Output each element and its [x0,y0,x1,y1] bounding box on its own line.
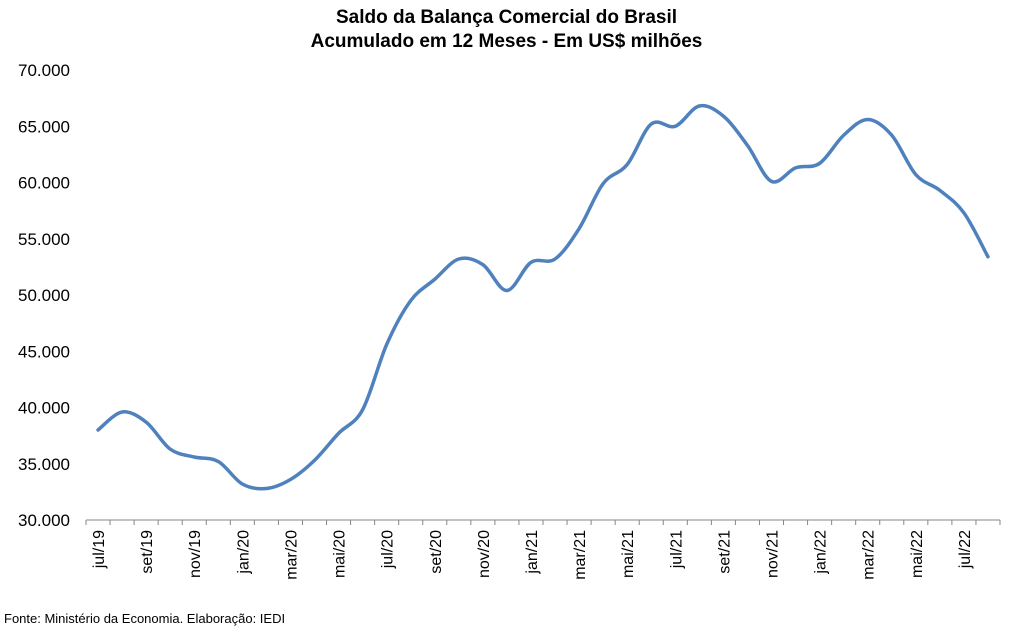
x-tick-label: mai/20 [332,530,349,578]
y-tick-label: 40.000 [18,399,70,418]
x-tick-label: jul/21 [668,530,685,569]
x-tick-label: mai/22 [909,530,926,578]
chart-title-block: Saldo da Balança Comercial do Brasil Acu… [0,6,1013,54]
y-tick-label: 65.000 [18,117,70,136]
x-tick-label: nov/21 [765,530,782,578]
x-axis-tick-labels: jul/19 set/19 nov/19 jan/20 mar/20 mai/20 jul/… [91,530,974,580]
y-tick-label: 70.000 [18,61,70,80]
x-tick-label: jul/19 [91,530,108,569]
x-tick-label: mar/20 [283,530,300,580]
x-tick-label: nov/20 [476,530,493,578]
x-tick-label: mai/21 [620,530,637,578]
y-tick-label: 50.000 [18,286,70,305]
x-tick-label: set/19 [139,530,156,574]
y-axis-tick-labels: 30.000 35.000 40.000 45.000 50.000 55.000 60.0… [18,61,70,530]
x-tick-label: jan/20 [235,530,252,575]
x-tick-label: mar/22 [861,530,878,580]
series-group [96,103,990,491]
x-tick-label: jan/22 [813,530,830,575]
x-tick-label: jul/22 [957,530,974,569]
x-tick-label: nov/19 [187,530,204,578]
x-axis [85,519,1001,525]
x-tick-label: set/21 [716,530,733,574]
y-tick-label: 60.000 [18,174,70,193]
chart-subtitle: Acumulado em 12 Meses - Em US$ milhões [310,31,703,52]
y-tick-label: 35.000 [18,455,70,474]
chart-source-note: Fonte: Ministério da Economia. Elaboraçã… [4,611,286,626]
y-tick-label: 45.000 [18,342,70,361]
x-tick-label: jan/21 [524,530,541,575]
series-line [96,103,990,491]
x-tick-label: mar/21 [572,530,589,580]
x-tick-label: set/20 [428,530,445,574]
y-tick-label: 30.000 [18,511,70,530]
chart-title: Saldo da Balança Comercial do Brasil [335,7,678,28]
y-tick-label: 55.000 [18,230,70,249]
x-tick-label: jul/20 [380,530,397,569]
